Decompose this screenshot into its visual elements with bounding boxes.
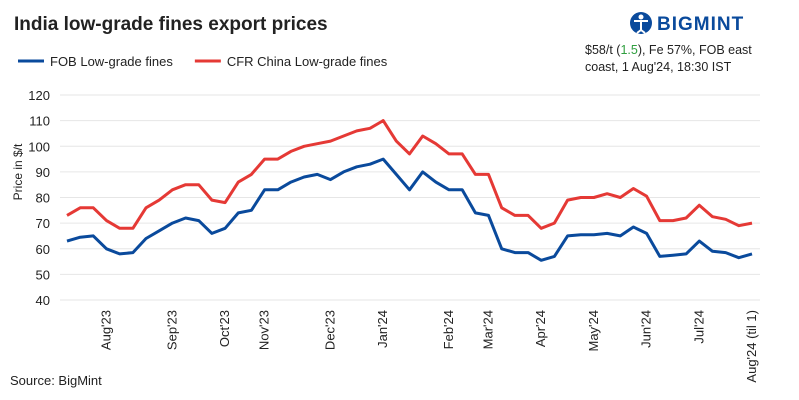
- logo-icon: [630, 12, 652, 34]
- y-tick-label: 110: [29, 114, 50, 129]
- x-tick-label: Jun'24: [639, 310, 654, 348]
- x-tick-label: May'24: [586, 310, 601, 352]
- x-tick-label: Oct'23: [217, 310, 232, 347]
- source: Source: BigMint: [10, 373, 102, 388]
- x-tick-label: Mar'24: [481, 310, 496, 349]
- x-tick-label: Aug'24 (til 1): [744, 310, 759, 383]
- x-tick-label: Feb'24: [441, 310, 456, 349]
- note: $58/t (1.5), Fe 57%, FOB east coast, 1 A…: [585, 42, 785, 76]
- chart-title: India low-grade fines export prices: [14, 14, 328, 35]
- x-tick-label: Jan'24: [375, 310, 390, 348]
- brand: BIGMINT: [657, 14, 744, 35]
- y-tick-label: 80: [36, 191, 50, 206]
- x-tick-label: Jul'24: [691, 310, 706, 344]
- legend-label: CFR China Low-grade fines: [227, 54, 388, 69]
- x-tick-label: Aug'23: [99, 310, 114, 350]
- x-tick-label: Dec'23: [322, 310, 337, 350]
- line-series: [66, 119, 753, 230]
- note-text: ), Fe 57%, FOB east coast, 1 Aug'24, 18:…: [585, 43, 752, 74]
- y-tick-label: 120: [28, 88, 50, 103]
- note-change: 1.5: [620, 43, 638, 57]
- y-tick-label: 70: [36, 216, 50, 231]
- x-tick-label: Apr'24: [533, 310, 548, 347]
- x-tick-label: Nov'23: [257, 310, 272, 350]
- y-tick-label: 90: [36, 165, 50, 180]
- note-text: $58/t (: [585, 43, 621, 57]
- y-axis-label: Price in $/t: [11, 143, 25, 200]
- line-series: [66, 157, 753, 262]
- legend-label: FOB Low-grade fines: [50, 54, 173, 69]
- y-tick-label: 60: [36, 242, 50, 257]
- y-tick-label: 40: [36, 293, 50, 308]
- y-tick-label: 100: [28, 139, 50, 154]
- y-tick-label: 50: [36, 267, 50, 282]
- x-tick-label: Sep'23: [164, 310, 179, 350]
